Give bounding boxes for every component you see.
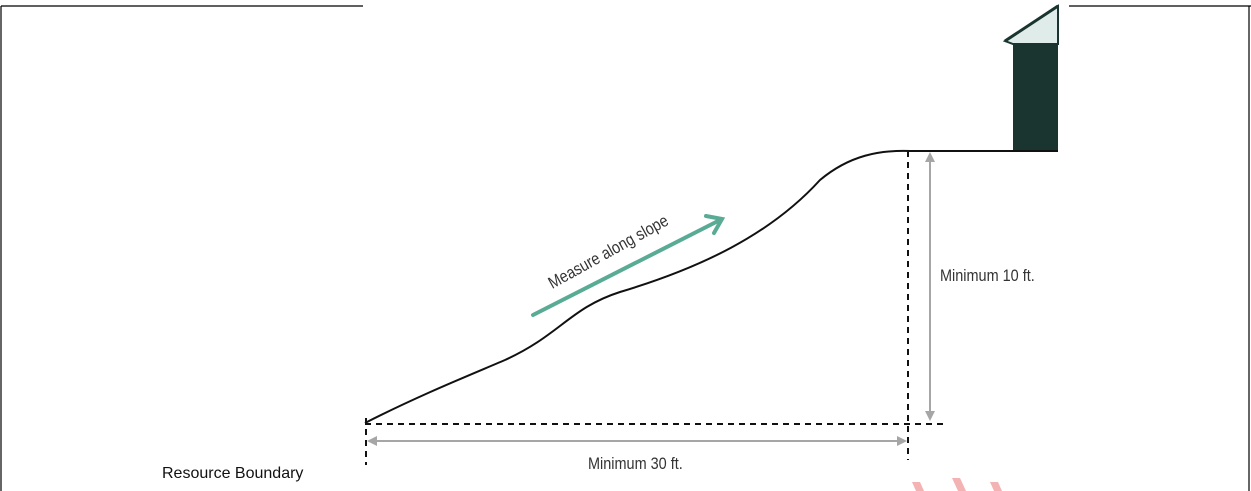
house-wall bbox=[1013, 44, 1058, 151]
frame-border bbox=[0, 5, 1251, 491]
roof-edge bbox=[1004, 4, 1059, 43]
house bbox=[1002, 4, 1059, 151]
watermark-fragment bbox=[912, 478, 1002, 491]
vertical-dimension-label: Minimum 10 ft. bbox=[940, 266, 1035, 285]
dimension-vertical bbox=[925, 152, 935, 421]
dashed-lines bbox=[365, 151, 946, 465]
resource-boundary-label: Resource Boundary bbox=[162, 465, 304, 482]
horizontal-dimension-label: Minimum 30 ft. bbox=[588, 454, 683, 473]
slope-arrow bbox=[531, 214, 726, 317]
slope-ground-line bbox=[364, 149, 1058, 424]
dimension-horizontal bbox=[367, 436, 907, 446]
